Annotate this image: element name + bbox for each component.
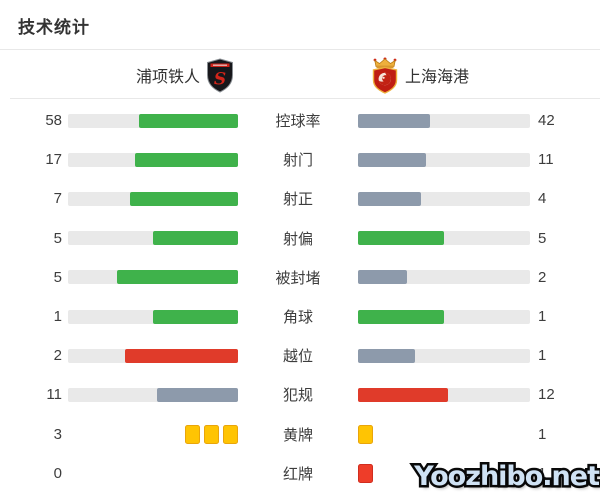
stat-row: 3 黄牌 1 — [0, 415, 600, 454]
away-value: 11 — [538, 151, 554, 169]
home-value: 7 — [53, 190, 62, 208]
away-bar-track — [358, 387, 530, 402]
stat-row: 0 红牌 1 — [0, 454, 600, 493]
away-bar-fill — [358, 113, 431, 128]
yellow-card-icon — [185, 424, 200, 444]
away-team: 上海海港 — [335, 54, 505, 96]
away-value: 2 — [538, 268, 547, 286]
stat-row: 58 控球率 42 — [0, 101, 600, 140]
away-bar-track — [358, 309, 530, 324]
away-bar-fill — [358, 387, 448, 402]
home-cards — [68, 424, 238, 444]
away-bar-fill — [358, 309, 444, 324]
home-bar-fill — [129, 191, 238, 206]
away-bar-fill — [358, 191, 421, 206]
yellow-card-icon — [204, 424, 219, 444]
stats-rows: 58 控球率 42 17 射门 11 7 射正 4 5 射偏 5 5 被封堵 2 1 角球 1 2 越位 1 11 犯规 12… — [0, 101, 600, 493]
away-team-name: 上海海港 — [404, 69, 469, 86]
away-bar-track — [358, 348, 530, 363]
home-bar-fill — [124, 348, 238, 363]
away-bar-track — [358, 231, 530, 246]
stat-label: 犯规 — [282, 387, 313, 405]
away-bar-fill — [358, 270, 408, 285]
title-divider — [0, 49, 600, 50]
red-card-icon — [358, 463, 373, 483]
home-bar-track — [68, 231, 238, 246]
away-value: 42 — [538, 112, 555, 130]
away-bar-fill — [358, 152, 426, 167]
away-bar-fill — [358, 348, 416, 363]
pohang-steelers-logo-icon: S — [207, 57, 233, 93]
stat-row: 5 射偏 5 — [0, 219, 600, 258]
away-value: 1 — [538, 425, 547, 443]
away-value: 4 — [538, 190, 547, 208]
home-bar-fill — [139, 113, 238, 128]
home-bar-track — [68, 270, 238, 285]
home-value: 5 — [53, 268, 62, 286]
stat-label: 被封堵 — [275, 269, 321, 287]
stat-row: 7 射正 4 — [0, 179, 600, 218]
away-bar-fill — [358, 231, 444, 246]
home-value: 5 — [53, 229, 62, 247]
home-bar-track — [68, 309, 238, 324]
home-team: 浦项铁人 S — [100, 54, 270, 96]
home-value: 58 — [45, 112, 62, 130]
away-value: 1 — [538, 464, 547, 482]
home-bar-track — [68, 348, 238, 363]
away-cards — [358, 424, 530, 444]
away-bar-track — [358, 270, 530, 285]
home-bar-fill — [153, 231, 238, 246]
home-bar-fill — [153, 309, 238, 324]
stat-row: 2 越位 1 — [0, 336, 600, 375]
panel-title: 技术统计 — [18, 18, 90, 37]
home-bar-track — [68, 152, 238, 167]
away-bar-track — [358, 191, 530, 206]
team-header: 浦项铁人 S 上海海港 — [0, 54, 600, 96]
home-team-name: 浦项铁人 — [135, 69, 200, 86]
home-value: 3 — [53, 425, 62, 443]
stat-row: 17 射门 11 — [0, 140, 600, 179]
home-bar-track — [68, 113, 238, 128]
away-cards — [358, 463, 530, 483]
stat-row: 11 犯规 12 — [0, 375, 600, 414]
home-value: 11 — [46, 386, 62, 404]
away-value: 1 — [538, 347, 547, 365]
yellow-card-icon — [223, 424, 238, 444]
away-value: 1 — [538, 308, 547, 326]
shanghai-port-logo-icon — [372, 57, 398, 94]
watermark: Yoozhibo.net — [412, 459, 600, 493]
home-bar-track — [68, 387, 238, 402]
home-value: 1 — [53, 308, 62, 326]
away-bar-track — [358, 113, 530, 128]
away-value: 5 — [538, 229, 547, 247]
stat-label: 射门 — [282, 152, 313, 170]
stat-label: 控球率 — [275, 113, 321, 131]
home-bar-fill — [134, 152, 238, 167]
svg-text:S: S — [214, 69, 226, 89]
home-value: 0 — [53, 464, 62, 482]
header-divider — [10, 98, 600, 99]
home-bar-fill — [116, 270, 238, 285]
stat-label: 射正 — [282, 191, 313, 209]
stat-label: 角球 — [282, 309, 313, 327]
away-bar-track — [358, 152, 530, 167]
home-bar-fill — [156, 387, 238, 402]
stat-label: 黄牌 — [282, 426, 313, 444]
stat-label: 越位 — [282, 348, 313, 366]
yellow-card-icon — [358, 424, 373, 444]
stat-row: 1 角球 1 — [0, 297, 600, 336]
home-cards — [68, 466, 238, 480]
stat-label: 红牌 — [282, 465, 313, 483]
home-value: 17 — [45, 151, 62, 169]
stat-row: 5 被封堵 2 — [0, 258, 600, 297]
away-value: 12 — [538, 386, 555, 404]
stat-label: 射偏 — [282, 230, 313, 248]
home-bar-track — [68, 191, 238, 206]
home-value: 2 — [53, 347, 62, 365]
